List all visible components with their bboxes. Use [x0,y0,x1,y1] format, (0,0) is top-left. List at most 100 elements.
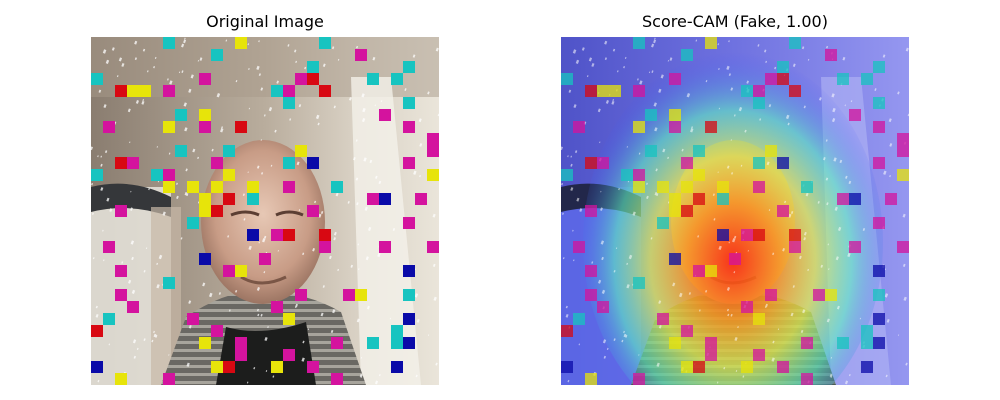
noise-speck [606,347,609,350]
noise-patch [283,229,295,241]
noise-speck [902,213,906,218]
noise-speck [897,91,900,95]
noise-speck [243,218,246,221]
noise-speck [162,211,166,216]
noise-patch [813,289,825,301]
noise-speck [658,300,662,304]
noise-speck [742,375,745,378]
noise-speck [129,141,131,144]
noise-speck [142,48,146,52]
noise-patch [427,133,439,145]
noise-speck [732,238,736,243]
noise-speck [188,88,192,93]
noise-patch [681,49,693,61]
noise-speck [154,56,157,59]
noise-speck [836,305,840,310]
noise-patch [669,109,681,121]
noise-patch [801,181,813,193]
noise-speck [561,182,564,186]
noise-patch [151,169,163,181]
noise-patch [271,229,283,241]
noise-patch [645,145,657,157]
noise-speck [679,292,683,298]
noise-speck [268,107,273,112]
noise-speck [565,313,569,318]
noise-speck [604,40,608,45]
noise-speck [835,256,839,261]
original-image [91,37,439,385]
noise-speck [573,104,577,109]
noise-speck [183,102,187,107]
noise-patch [199,193,211,205]
noise-patch [391,337,403,349]
noise-patch [585,205,597,217]
noise-speck [378,180,382,185]
noise-speck [262,238,266,243]
noise-speck [803,105,806,109]
noise-patch [753,85,765,97]
noise-speck [92,257,95,260]
noise-patch [319,241,331,253]
noise-patch [223,193,235,205]
noise-speck [412,54,416,58]
noise-speck [777,328,780,331]
noise-speck [613,270,616,273]
noise-patch [657,217,669,229]
noise-speck [356,202,359,206]
noise-speck [885,374,888,378]
noise-speck [404,88,407,91]
noise-patch [235,37,247,49]
noise-speck [151,339,154,343]
noise-speck [389,317,392,320]
noise-speck [264,337,268,342]
noise-patch [669,193,681,205]
noise-speck [831,118,836,123]
noise-speck [612,99,615,102]
noise-patch [681,205,693,217]
noise-patch [693,361,705,373]
noise-speck [726,65,730,70]
noise-speck [738,107,743,112]
noise-patch [789,241,801,253]
noise-patch [247,193,259,205]
noise-speck [730,313,733,317]
noise-speck [638,152,641,155]
noise-speck [256,308,260,312]
noise-speck [186,362,190,367]
noise-speck [102,229,104,232]
noise-speck [263,235,267,239]
noise-speck [905,47,909,52]
noise-speck [307,328,310,331]
noise-speck [134,40,138,45]
noise-speck [575,59,580,64]
noise-speck [248,68,250,70]
noise-speck [435,47,439,52]
noise-speck [256,286,260,291]
noise-patch [175,109,187,121]
noise-speck [599,141,601,144]
noise-speck [190,74,194,79]
noise-speck [121,62,125,67]
noise-speck [602,339,607,344]
noise-patch [211,361,223,373]
noise-patch [765,145,777,157]
noise-patch [825,289,837,301]
noise-patch [861,361,873,373]
noise-speck [304,66,307,70]
noise-speck [312,248,315,252]
noise-patch [403,265,415,277]
noise-speck [605,100,609,104]
noise-speck [646,182,648,185]
noise-speck [774,66,777,70]
noise-patch [199,121,211,133]
noise-speck [302,340,305,344]
noise-speck [332,309,336,314]
noise-speck [733,271,736,274]
noise-speck [567,379,570,383]
noise-patch [633,85,645,97]
noise-speck [131,289,136,294]
noise-speck [561,146,563,151]
noise-patch [561,325,573,337]
noise-speck [766,161,770,166]
noise-speck [356,45,359,49]
